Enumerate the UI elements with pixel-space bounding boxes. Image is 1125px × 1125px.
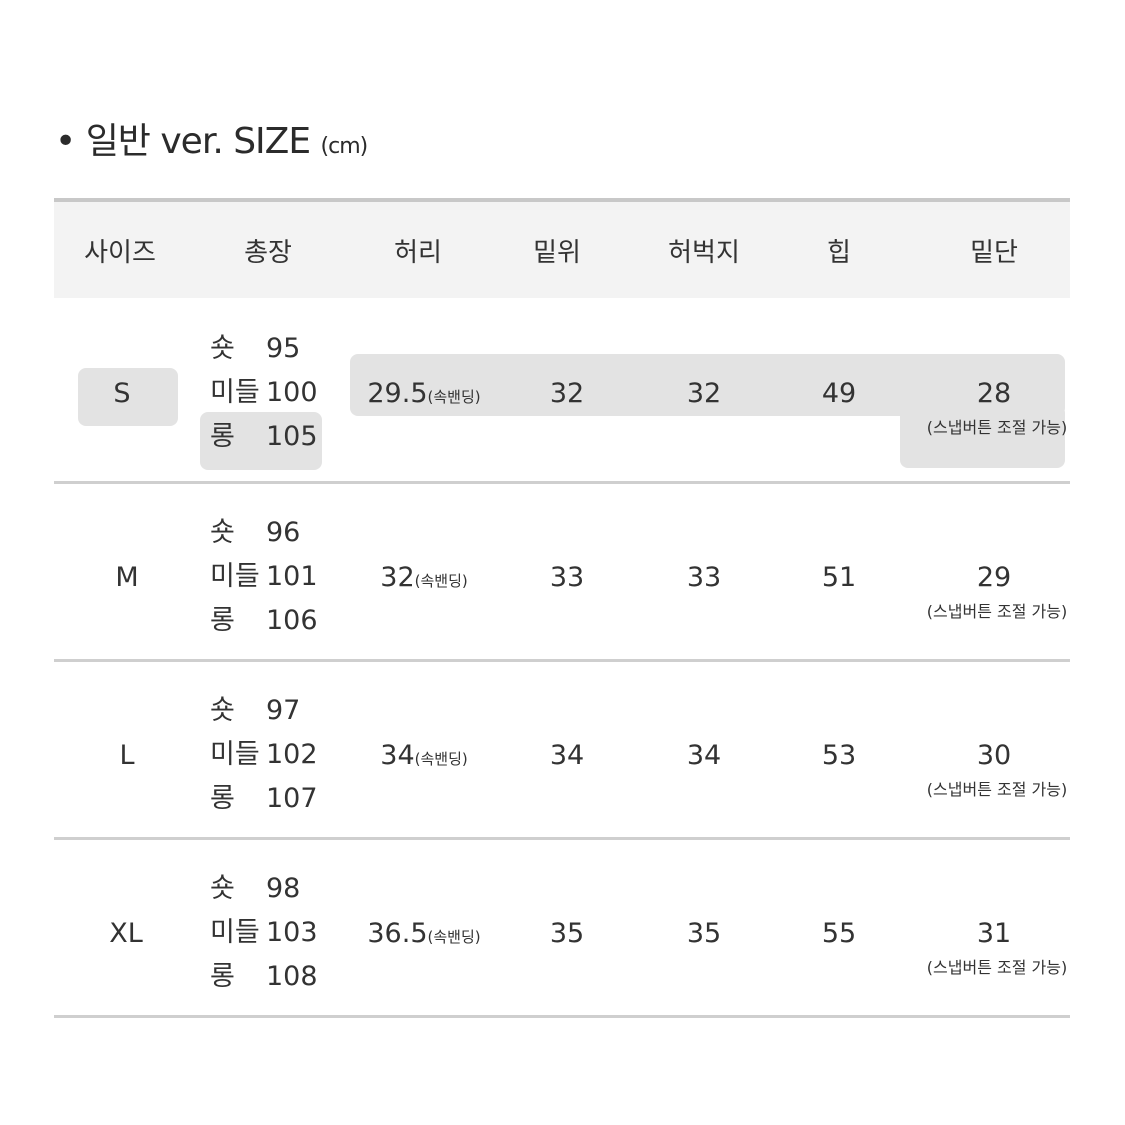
hip-cell: 55 — [821, 918, 857, 949]
length-label: 미들 — [210, 561, 260, 592]
hip-cell: 49 — [821, 378, 857, 409]
length-label: 롱 — [210, 421, 235, 452]
size-cell: S — [113, 378, 131, 409]
hip-cell: 51 — [821, 562, 857, 593]
length-label: 숏 — [210, 333, 235, 364]
length-label: 미들 — [210, 739, 260, 770]
header-hip: 힙 — [827, 238, 851, 268]
length-label: 미들 — [210, 917, 260, 948]
thigh-cell: 32 — [686, 378, 722, 409]
highlight-mark — [78, 368, 178, 426]
waist-note: (속밴딩) — [414, 572, 468, 590]
length-item: 롱 108 — [210, 954, 318, 993]
header-size: 사이즈 — [84, 238, 156, 268]
length-item: 미들 100 — [210, 370, 318, 409]
table-header-row — [54, 202, 1070, 298]
length-value: 96 — [266, 517, 301, 548]
length-item: 숏 98 — [210, 866, 300, 905]
header-thigh: 허벅지 — [668, 238, 740, 268]
rise-cell: 32 — [549, 378, 585, 409]
header-length: 총장 — [244, 238, 292, 268]
waist-note: (속밴딩) — [427, 928, 481, 946]
length-value: 97 — [266, 695, 301, 726]
length-value: 100 — [266, 377, 318, 408]
row-divider — [54, 481, 1070, 484]
hem-note: (스냅버튼 조절 가능) — [926, 958, 1068, 977]
length-label: 롱 — [210, 783, 235, 814]
waist-value: 36.5 — [367, 918, 428, 949]
hem-cell: 30 — [976, 740, 1012, 771]
length-value: 98 — [266, 873, 301, 904]
header-hem: 밑단 — [970, 238, 1018, 268]
size-cell: L — [119, 740, 135, 771]
length-value: 95 — [266, 333, 301, 364]
waist-value: 29.5 — [367, 378, 428, 409]
hem-note: (스냅버튼 조절 가능) — [926, 418, 1068, 437]
waist-cell: 34(속밴딩) — [380, 740, 467, 771]
header-rise: 밑위 — [533, 238, 581, 268]
length-item: 숏 97 — [210, 688, 300, 727]
row-divider — [54, 1015, 1070, 1018]
waist-value: 34 — [380, 740, 415, 771]
rise-cell: 34 — [549, 740, 585, 771]
waist-note: (속밴딩) — [414, 750, 468, 768]
waist-cell: 29.5(속밴딩) — [367, 378, 480, 409]
length-value: 108 — [266, 961, 318, 992]
size-cell: M — [115, 562, 139, 593]
hem-cell: 31 — [976, 918, 1012, 949]
table-top-border — [54, 198, 1070, 202]
length-item: 롱 106 — [210, 598, 318, 637]
length-item: 숏 96 — [210, 510, 300, 549]
title-bullet: • — [55, 121, 76, 162]
length-item: 미들 102 — [210, 732, 318, 771]
row-divider — [54, 659, 1070, 662]
highlight-mark — [200, 412, 322, 470]
length-label: 미들 — [210, 377, 260, 408]
rise-cell: 35 — [549, 918, 585, 949]
row-divider — [54, 837, 1070, 840]
header-waist: 허리 — [394, 238, 442, 268]
hem-cell: 28 — [976, 378, 1012, 409]
waist-note: (속밴딩) — [427, 388, 481, 406]
thigh-cell: 35 — [686, 918, 722, 949]
waist-cell: 36.5(속밴딩) — [367, 918, 480, 949]
length-value: 101 — [266, 561, 318, 592]
length-value: 106 — [266, 605, 318, 636]
length-label: 숏 — [210, 517, 235, 548]
hip-cell: 53 — [821, 740, 857, 771]
hem-cell: 29 — [976, 562, 1012, 593]
length-label: 롱 — [210, 605, 235, 636]
waist-cell: 32(속밴딩) — [380, 562, 467, 593]
length-value: 107 — [266, 783, 318, 814]
hem-note: (스냅버튼 조절 가능) — [926, 780, 1068, 799]
length-item: 미들 103 — [210, 910, 318, 949]
length-value: 102 — [266, 739, 318, 770]
hem-note: (스냅버튼 조절 가능) — [926, 602, 1068, 621]
length-value: 103 — [266, 917, 318, 948]
thigh-cell: 33 — [686, 562, 722, 593]
length-label: 롱 — [210, 961, 235, 992]
length-item: 숏 95 — [210, 326, 300, 365]
thigh-cell: 34 — [686, 740, 722, 771]
highlight-mark — [900, 405, 1065, 468]
length-item: 롱 107 — [210, 776, 318, 815]
length-item: 미들 101 — [210, 554, 318, 593]
size-cell: XL — [109, 918, 143, 949]
length-label: 숏 — [210, 695, 235, 726]
length-label: 숏 — [210, 873, 235, 904]
chart-title: • 일반 ver. SIZE (cm) — [55, 112, 369, 164]
title-text: 일반 ver. SIZE — [85, 121, 311, 162]
waist-value: 32 — [380, 562, 415, 593]
title-unit: (cm) — [320, 134, 369, 159]
length-value: 105 — [266, 421, 318, 452]
rise-cell: 33 — [549, 562, 585, 593]
length-item: 롱 105 — [210, 414, 318, 453]
